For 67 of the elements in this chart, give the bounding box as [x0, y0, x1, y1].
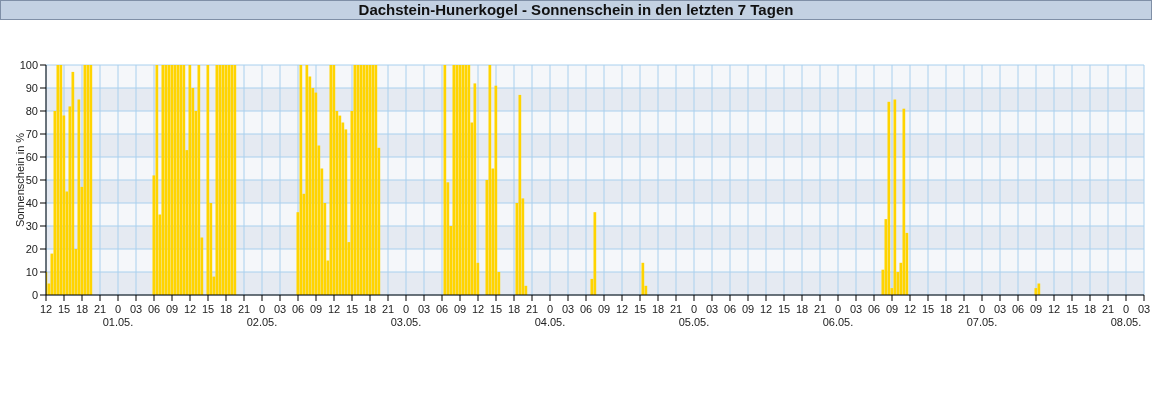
x-tick-label: 12: [903, 303, 917, 315]
x-tick-label: 18: [939, 303, 953, 315]
y-tick-label: 100: [19, 58, 38, 71]
x-tick-label: 15: [633, 303, 647, 315]
y-tick-label: 30: [25, 219, 38, 232]
x-tick-label: 18: [507, 303, 521, 315]
x-tick-label: 03: [1137, 303, 1151, 315]
x-tick-label: 09: [453, 303, 467, 315]
x-tick-label: 21: [525, 303, 539, 315]
x-tick-label: 21: [669, 303, 683, 315]
x-tick-label: 21: [237, 303, 251, 315]
x-tick-label: 03: [849, 303, 863, 315]
x-tick-label: 12: [471, 303, 485, 315]
x-tick-label: 15: [345, 303, 359, 315]
x-tick-label: 15: [57, 303, 71, 315]
x-tick-label: 21: [957, 303, 971, 315]
y-axis-title: Sonnenschein in %: [13, 132, 26, 228]
x-tick-label: 06: [723, 303, 737, 315]
x-tick-label: 06: [867, 303, 881, 315]
x-tick-label: 09: [309, 303, 323, 315]
x-tick-label: 15: [1065, 303, 1079, 315]
x-tick-label: 15: [201, 303, 215, 315]
y-tick-label: 50: [25, 173, 38, 186]
x-tick-label: 06: [435, 303, 449, 315]
y-tick-label: 60: [25, 150, 38, 163]
x-tick-label: 12: [183, 303, 197, 315]
x-tick-label: 12: [759, 303, 773, 315]
x-tick-label: 09: [1029, 303, 1043, 315]
x-tick-label: 12: [1047, 303, 1061, 315]
x-tick-label: 06: [1011, 303, 1025, 315]
x-tick-label: 15: [777, 303, 791, 315]
y-tick-label: 40: [25, 196, 38, 209]
x-tick-label: 21: [1101, 303, 1115, 315]
x-tick-label: 06: [291, 303, 305, 315]
x-tick-label: 03: [129, 303, 143, 315]
x-tick-label: 18: [651, 303, 665, 315]
x-tick-label: 06: [579, 303, 593, 315]
y-tick-label: 10: [25, 265, 38, 278]
x-tick-label: 09: [165, 303, 179, 315]
y-tick-label: 80: [25, 104, 38, 117]
x-tick-label: 21: [381, 303, 395, 315]
x-tick-label: 18: [795, 303, 809, 315]
x-tick-label: 18: [75, 303, 89, 315]
x-tick-label: 03: [273, 303, 287, 315]
x-tick-label: 21: [813, 303, 827, 315]
y-tick-label: 70: [25, 127, 38, 140]
y-tick-label: 90: [25, 81, 38, 94]
x-tick-label: 09: [597, 303, 611, 315]
x-tick-label: 12: [39, 303, 53, 315]
y-tick-label: 0: [31, 288, 38, 301]
x-tick-label: 15: [921, 303, 935, 315]
x-tick-label: 18: [363, 303, 377, 315]
x-tick-label: 03: [705, 303, 719, 315]
x-tick-label: 12: [615, 303, 629, 315]
x-tick-label: 03: [993, 303, 1007, 315]
x-tick-label: 21: [93, 303, 107, 315]
y-tick-label: 20: [25, 242, 38, 255]
x-tick-label: 06: [147, 303, 161, 315]
chart-title: Dachstein-Hunerkogel - Sonnenschein in den letzten 7 Tagen: [0, 0, 1152, 20]
x-tick-label: 03: [417, 303, 431, 315]
x-tick-label: 03: [561, 303, 575, 315]
x-tick-label: 18: [219, 303, 233, 315]
x-tick-label: 15: [489, 303, 503, 315]
x-tick-label: 09: [885, 303, 899, 315]
x-tick-label: 09: [741, 303, 755, 315]
x-tick-label: 12: [327, 303, 341, 315]
x-tick-label: 18: [1083, 303, 1097, 315]
